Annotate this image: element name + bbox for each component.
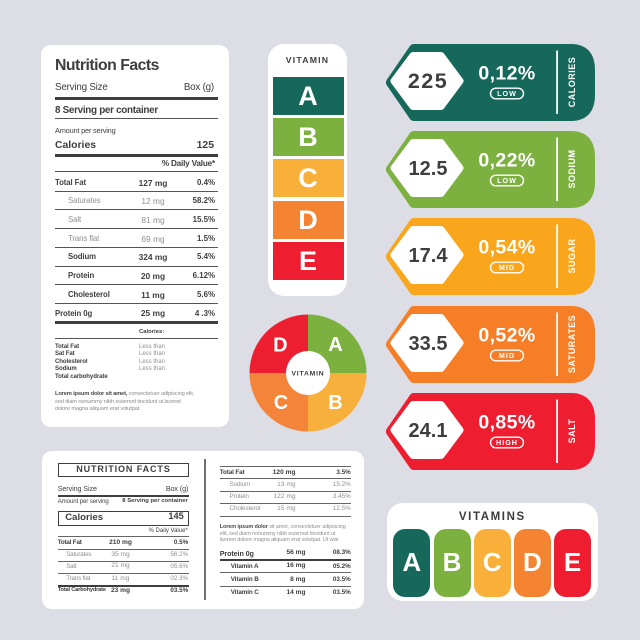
svg-text:D: D <box>273 334 287 356</box>
svg-text:0,12%: 0,12% <box>478 62 535 84</box>
svg-text:VITAMIN: VITAMIN <box>291 371 324 378</box>
svg-text:24.1: 24.1 <box>409 420 448 442</box>
svg-text:0,22%: 0,22% <box>478 150 535 172</box>
svg-text:LOW: LOW <box>497 89 517 98</box>
svg-text:17.4: 17.4 <box>409 245 449 267</box>
svg-text:SODIUM: SODIUM <box>567 150 577 189</box>
svg-text:B: B <box>328 392 342 414</box>
svg-text:0,52%: 0,52% <box>478 324 535 346</box>
svg-text:0,54%: 0,54% <box>478 237 535 259</box>
svg-text:SUGAR: SUGAR <box>567 239 577 274</box>
svg-text:C: C <box>274 392 288 414</box>
svg-text:33.5: 33.5 <box>409 332 448 354</box>
svg-text:SALT: SALT <box>567 418 577 443</box>
svg-text:LOW: LOW <box>497 176 517 185</box>
svg-text:HIGH: HIGH <box>496 438 518 447</box>
svg-text:0,85%: 0,85% <box>478 411 535 433</box>
svg-text:A: A <box>328 334 342 356</box>
svg-text:MID: MID <box>499 351 515 360</box>
svg-text:12.5: 12.5 <box>409 158 448 180</box>
svg-text:SATURATES: SATURATES <box>567 315 577 373</box>
svg-text:CALORIES: CALORIES <box>567 57 577 108</box>
svg-text:MID: MID <box>499 264 515 273</box>
svg-text:225: 225 <box>408 69 448 93</box>
